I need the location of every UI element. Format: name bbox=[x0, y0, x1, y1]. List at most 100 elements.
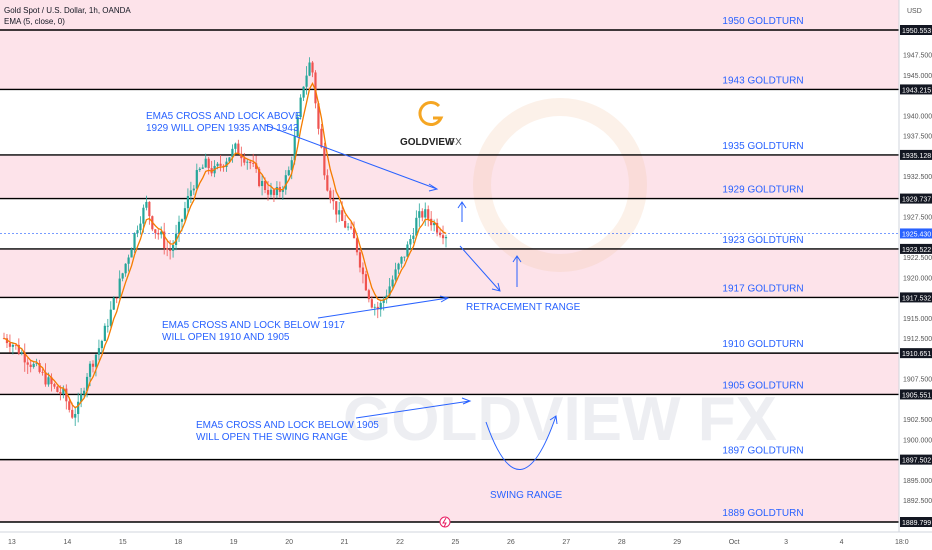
candle-body bbox=[56, 386, 59, 392]
candle-body bbox=[32, 363, 35, 368]
candle-body bbox=[50, 377, 53, 385]
candle-body bbox=[441, 235, 445, 239]
x-tick: 18:0 bbox=[895, 539, 909, 546]
candle-body bbox=[349, 226, 353, 229]
candle-body bbox=[243, 158, 246, 163]
candle-body bbox=[275, 186, 279, 196]
zone-band bbox=[0, 154, 899, 199]
level-price-tag bbox=[900, 193, 932, 204]
swing-range-label: SWING RANGE bbox=[490, 490, 563, 501]
candle-body bbox=[418, 211, 421, 218]
candle-body bbox=[406, 244, 409, 257]
candle-body bbox=[118, 278, 121, 298]
candle-body bbox=[379, 302, 382, 310]
y-tick: 1907.500 bbox=[903, 377, 932, 384]
candle-body bbox=[59, 391, 62, 395]
x-tick: 14 bbox=[63, 539, 71, 546]
candle-body bbox=[91, 363, 95, 367]
watermark-text: GOLDVIEW FX bbox=[343, 385, 777, 454]
candle-body bbox=[29, 364, 32, 368]
candle-body bbox=[124, 263, 127, 274]
x-tick: 13 bbox=[8, 539, 16, 546]
time-axis[interactable]: 13 14 15 18 19 20 21 22 25 26 27 28 29 Oct 3 4 18:0 bbox=[0, 531, 932, 546]
level-price-tag bbox=[900, 25, 932, 35]
candle-body bbox=[186, 196, 190, 209]
candle-body bbox=[180, 219, 184, 222]
price-axis[interactable]: USD 1947.500 1945.000 1940.000 1937.500 1932… bbox=[898, 0, 932, 532]
candle-body bbox=[47, 377, 50, 385]
level-price-value: 1929.737 bbox=[902, 197, 931, 204]
ema-line bbox=[3, 82, 447, 409]
candle-body bbox=[355, 238, 359, 253]
zone-band bbox=[0, 459, 899, 522]
candle-body bbox=[160, 231, 163, 235]
indicator-label[interactable]: EMA (5, close, 0) bbox=[4, 17, 65, 26]
drawing-arrows[interactable] bbox=[264, 124, 558, 470]
x-tick: 20 bbox=[285, 539, 293, 546]
candle-body bbox=[97, 348, 101, 355]
candle-body bbox=[183, 208, 187, 220]
goldturn-levels: 1950 GOLDTURN 1943 GOLDTURN 1935 GOLDTURN 1… bbox=[0, 16, 899, 523]
candle-body bbox=[88, 363, 92, 377]
candle-body bbox=[258, 168, 261, 187]
candle-body bbox=[240, 153, 243, 159]
level-price-value: 1943.215 bbox=[902, 87, 931, 94]
candle-body bbox=[106, 325, 109, 327]
candle-body bbox=[65, 388, 68, 402]
candle-body bbox=[225, 161, 228, 167]
lightning-icon[interactable] bbox=[439, 516, 451, 528]
candle-body bbox=[427, 209, 430, 219]
y-tick: 1895.000 bbox=[903, 478, 932, 485]
y-tick: 1902.500 bbox=[903, 417, 932, 424]
candle-body bbox=[11, 344, 14, 347]
candle-body bbox=[352, 228, 356, 239]
current-price-tag: 1925.430 bbox=[900, 228, 932, 239]
candle-body bbox=[263, 180, 267, 190]
candle-body bbox=[20, 352, 23, 354]
x-tick: 15 bbox=[119, 539, 127, 546]
level-price-value: 1917.532 bbox=[902, 295, 931, 302]
candle-body bbox=[438, 232, 442, 236]
candle-body bbox=[77, 401, 80, 414]
x-tick: 25 bbox=[452, 539, 460, 546]
annotation-1917: EMA5 CROSS AND LOCK BELOW 1917 WILL OPEN… bbox=[162, 320, 345, 343]
candle-body bbox=[329, 190, 332, 200]
candle-body bbox=[169, 249, 172, 251]
candle-body bbox=[26, 362, 29, 365]
x-tick: 27 bbox=[562, 539, 570, 546]
level-label: 1897 GOLDTURN bbox=[722, 446, 803, 457]
svg-text:EMA5 CROSS AND LOCK BELOW 1905: EMA5 CROSS AND LOCK BELOW 1905 bbox=[196, 420, 379, 431]
candle-body bbox=[14, 344, 17, 346]
candle-body bbox=[154, 229, 157, 233]
logo-suffix: FX bbox=[449, 137, 462, 148]
axis-currency: USD bbox=[907, 8, 922, 15]
candle-body bbox=[130, 249, 133, 258]
candle-body bbox=[38, 363, 41, 372]
candle-body bbox=[5, 338, 9, 344]
candle-series bbox=[2, 57, 448, 426]
candle-body bbox=[358, 252, 362, 268]
svg-text:WILL OPEN THE SWING RANGE: WILL OPEN THE SWING RANGE bbox=[196, 432, 348, 443]
candle-body bbox=[367, 290, 370, 300]
logo-text: GOLDVIEW bbox=[400, 137, 455, 148]
candle-body bbox=[299, 97, 302, 118]
candle-body bbox=[103, 325, 106, 341]
candle-body bbox=[311, 62, 314, 73]
current-price-label: 1925.430 bbox=[902, 231, 931, 238]
candle-body bbox=[305, 75, 308, 87]
x-tick: 4 bbox=[840, 539, 844, 546]
candle-body bbox=[412, 235, 415, 240]
candle-body bbox=[100, 340, 103, 349]
candle-body bbox=[382, 299, 385, 303]
candle-body bbox=[284, 175, 287, 190]
arrow-up-retracement bbox=[512, 255, 522, 287]
candle-body bbox=[189, 190, 192, 197]
candle-body bbox=[281, 189, 284, 192]
candle-body bbox=[171, 244, 175, 251]
candle-body bbox=[385, 295, 388, 300]
zone-band bbox=[0, 30, 899, 90]
candle-body bbox=[415, 217, 418, 236]
candle-body bbox=[198, 168, 201, 171]
candle-body bbox=[397, 263, 400, 270]
